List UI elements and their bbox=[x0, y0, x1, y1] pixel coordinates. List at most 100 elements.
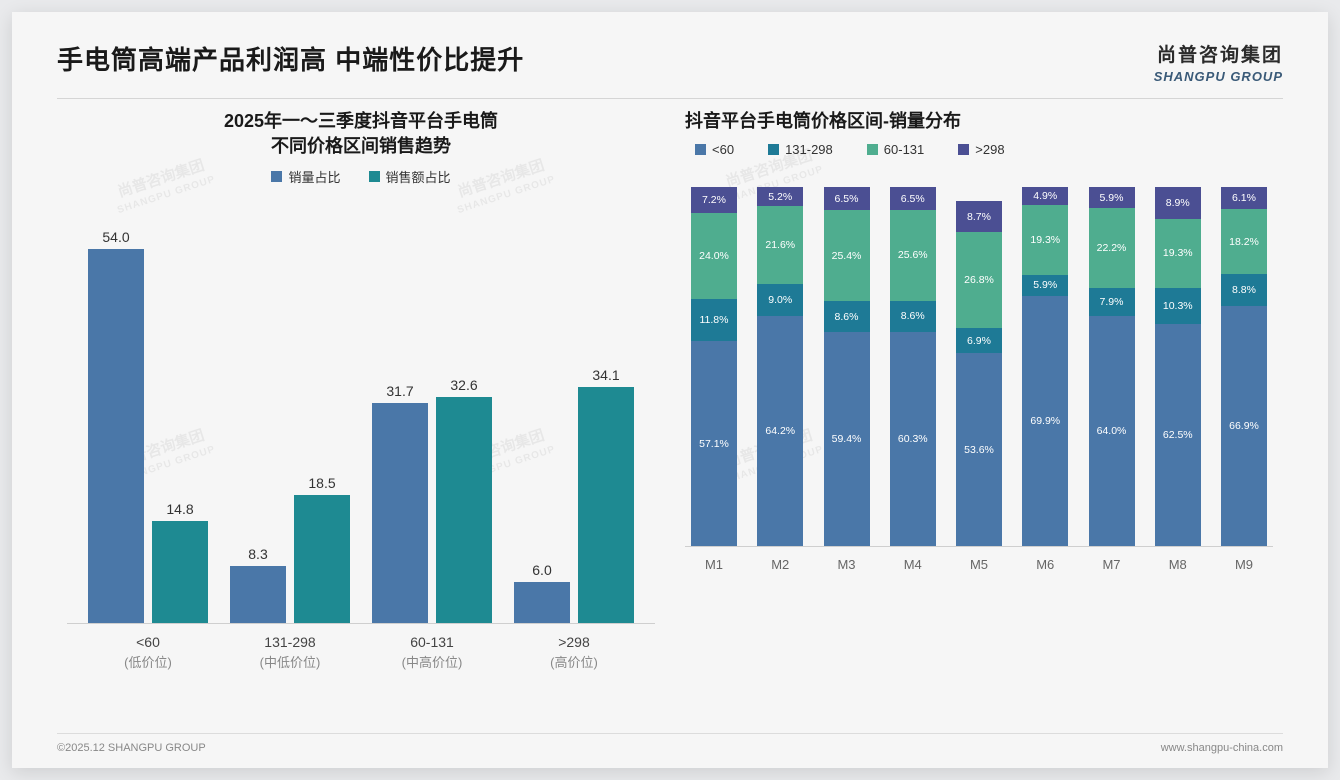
segment-top-8: 6.1% bbox=[1221, 187, 1267, 209]
segment-base-3: 60.3% bbox=[890, 332, 936, 547]
segment-top-5: 4.9% bbox=[1022, 187, 1068, 205]
segment-base-0: 57.1% bbox=[691, 341, 737, 546]
segment-thin-6: 7.9% bbox=[1089, 288, 1135, 316]
bar-sales-0[interactable]: 54.0 bbox=[88, 204, 144, 623]
stack-col-3[interactable]: 60.3% 8.6% 25.6% 6.5% bbox=[890, 187, 936, 546]
segment-green-0: 24.0% bbox=[691, 213, 737, 299]
legend-swatch-gt298 bbox=[958, 144, 969, 155]
segment-thin-2: 8.6% bbox=[824, 301, 870, 332]
segment-top-7: 8.9% bbox=[1155, 187, 1201, 219]
legend-swatch-131-298 bbox=[768, 144, 779, 155]
xaxis-label-3: >298 (高价位) bbox=[509, 634, 639, 671]
legend-item-131-298: 131-298 bbox=[768, 142, 833, 157]
segment-top-2: 6.5% bbox=[824, 187, 870, 210]
xaxis-m4: M4 bbox=[890, 557, 936, 572]
stack-col-7[interactable]: 62.5% 10.3% 19.3% 8.9% bbox=[1155, 187, 1201, 546]
stack-col-2[interactable]: 59.4% 8.6% 25.4% 6.5% bbox=[824, 187, 870, 546]
segment-green-5: 19.3% bbox=[1022, 205, 1068, 275]
bar-group-3: 6.0 34.1 bbox=[514, 204, 634, 623]
right-xaxis-labels: M1 M2 M3 M4 M5 M6 M7 M8 M9 bbox=[685, 557, 1273, 572]
bar-revenue-0[interactable]: 14.8 bbox=[152, 204, 208, 623]
segment-top-4: 8.7% bbox=[956, 201, 1002, 232]
segment-green-2: 25.4% bbox=[824, 210, 870, 301]
segment-base-4: 53.6% bbox=[956, 353, 1002, 546]
bar-sales-1[interactable]: 8.3 bbox=[230, 204, 286, 623]
xaxis-m1: M1 bbox=[691, 557, 737, 572]
main-title: 手电筒高端产品利润高 中端性价比提升 bbox=[57, 40, 524, 77]
segment-thin-1: 9.0% bbox=[757, 284, 803, 316]
stack-col-1[interactable]: 64.2% 9.0% 21.6% 5.2% bbox=[757, 187, 803, 546]
left-panel: 2025年一～三季度抖音平台手电筒 不同价格区间销售趋势 销量占比 销售额占比 … bbox=[52, 109, 670, 671]
footer-website[interactable]: www.shangpu-china.com bbox=[1161, 742, 1283, 754]
segment-top-1: 5.2% bbox=[757, 187, 803, 206]
right-panel: 抖音平台手电筒价格区间-销量分布 <60 131-298 60-131 >298 bbox=[670, 109, 1288, 671]
segment-base-8: 66.9% bbox=[1221, 306, 1267, 546]
xaxis-label-1: 131-298 (中低价位) bbox=[225, 634, 355, 671]
segment-base-1: 64.2% bbox=[757, 316, 803, 546]
charts-content: 2025年一～三季度抖音平台手电筒 不同价格区间销售趋势 销量占比 销售额占比 … bbox=[12, 99, 1328, 671]
stack-col-8[interactable]: 66.9% 8.8% 18.2% 6.1% bbox=[1221, 187, 1267, 546]
legend-swatch-60-131 bbox=[867, 144, 878, 155]
stack-col-6[interactable]: 64.0% 7.9% 22.2% 5.9% bbox=[1089, 187, 1135, 546]
stack-col-0[interactable]: 57.1% 11.8% 24.0% 7.2% bbox=[691, 187, 737, 546]
page-footer: ©2025.12 SHANGPU GROUP www.shangpu-china… bbox=[57, 733, 1283, 754]
bar-revenue-3[interactable]: 34.1 bbox=[578, 204, 634, 623]
right-stacked-chart: 57.1% 11.8% 24.0% 7.2% 64.2% 9.0% 21.6% … bbox=[685, 187, 1273, 547]
legend-item-60-131: 60-131 bbox=[867, 142, 924, 157]
segment-thin-0: 11.8% bbox=[691, 299, 737, 342]
legend-swatch-sales bbox=[271, 171, 282, 182]
bar-group-2: 31.7 32.6 bbox=[372, 204, 492, 623]
xaxis-m5: M5 bbox=[956, 557, 1002, 572]
bar-group-0: 54.0 14.8 bbox=[88, 204, 208, 623]
segment-green-4: 26.8% bbox=[956, 232, 1002, 328]
segment-thin-8: 8.8% bbox=[1221, 274, 1267, 306]
segment-top-0: 7.2% bbox=[691, 187, 737, 213]
slide-page: 手电筒高端产品利润高 中端性价比提升 尚普咨询集团 SHANGPU GROUP … bbox=[12, 12, 1328, 768]
segment-green-7: 19.3% bbox=[1155, 219, 1201, 288]
legend-item-gt298: >298 bbox=[958, 142, 1004, 157]
segment-thin-5: 5.9% bbox=[1022, 275, 1068, 296]
segment-thin-7: 10.3% bbox=[1155, 288, 1201, 324]
segment-thin-4: 6.9% bbox=[956, 328, 1002, 353]
legend-swatch-lt60 bbox=[695, 144, 706, 155]
legend-item-sales: 销量占比 bbox=[271, 167, 340, 186]
segment-base-7: 62.5% bbox=[1155, 324, 1201, 546]
segment-base-2: 59.4% bbox=[824, 332, 870, 546]
left-panel-title: 2025年一～三季度抖音平台手电筒 不同价格区间销售趋势 bbox=[67, 109, 655, 159]
xaxis-label-0: <60 (低价位) bbox=[83, 634, 213, 671]
footer-copyright: ©2025.12 SHANGPU GROUP bbox=[57, 742, 206, 754]
xaxis-label-2: 60-131 (中高价位) bbox=[367, 634, 497, 671]
legend-item-lt60: <60 bbox=[695, 142, 734, 157]
xaxis-m8: M8 bbox=[1155, 557, 1201, 572]
segment-base-5: 69.9% bbox=[1022, 296, 1068, 546]
bar-revenue-2[interactable]: 32.6 bbox=[436, 204, 492, 623]
segment-top-3: 6.5% bbox=[890, 187, 936, 210]
bar-sales-2[interactable]: 31.7 bbox=[372, 204, 428, 623]
xaxis-m6: M6 bbox=[1022, 557, 1068, 572]
right-panel-title: 抖音平台手电筒价格区间-销量分布 bbox=[685, 109, 1273, 134]
left-legend: 销量占比 销售额占比 bbox=[67, 167, 655, 186]
bar-group-1: 8.3 18.5 bbox=[230, 204, 350, 623]
bar-revenue-1[interactable]: 18.5 bbox=[294, 204, 350, 623]
xaxis-m9: M9 bbox=[1221, 557, 1267, 572]
left-bar-chart: 54.0 14.8 8.3 18.5 bbox=[67, 204, 655, 624]
right-legend: <60 131-298 60-131 >298 bbox=[685, 142, 1273, 157]
stack-col-4[interactable]: 53.6% 6.9% 26.8% 8.7% bbox=[956, 187, 1002, 546]
xaxis-m7: M7 bbox=[1089, 557, 1135, 572]
segment-green-6: 22.2% bbox=[1089, 208, 1135, 288]
segment-green-1: 21.6% bbox=[757, 206, 803, 284]
company-logo: 尚普咨询集团 SHANGPU GROUP bbox=[1154, 40, 1283, 84]
segment-green-8: 18.2% bbox=[1221, 209, 1267, 274]
stack-col-5[interactable]: 69.9% 5.9% 19.3% 4.9% bbox=[1022, 187, 1068, 546]
segment-base-6: 64.0% bbox=[1089, 316, 1135, 546]
xaxis-m3: M3 bbox=[824, 557, 870, 572]
left-xaxis-labels: <60 (低价位) 131-298 (中低价位) 60-131 (中高价位) >… bbox=[67, 634, 655, 671]
legend-item-revenue: 销售额占比 bbox=[369, 167, 451, 186]
segment-top-6: 5.9% bbox=[1089, 187, 1135, 208]
legend-swatch-revenue bbox=[369, 171, 380, 182]
segment-green-3: 25.6% bbox=[890, 210, 936, 301]
xaxis-m2: M2 bbox=[757, 557, 803, 572]
bar-sales-3[interactable]: 6.0 bbox=[514, 204, 570, 623]
segment-thin-3: 8.6% bbox=[890, 301, 936, 332]
header-section: 手电筒高端产品利润高 中端性价比提升 尚普咨询集团 SHANGPU GROUP bbox=[12, 12, 1328, 84]
